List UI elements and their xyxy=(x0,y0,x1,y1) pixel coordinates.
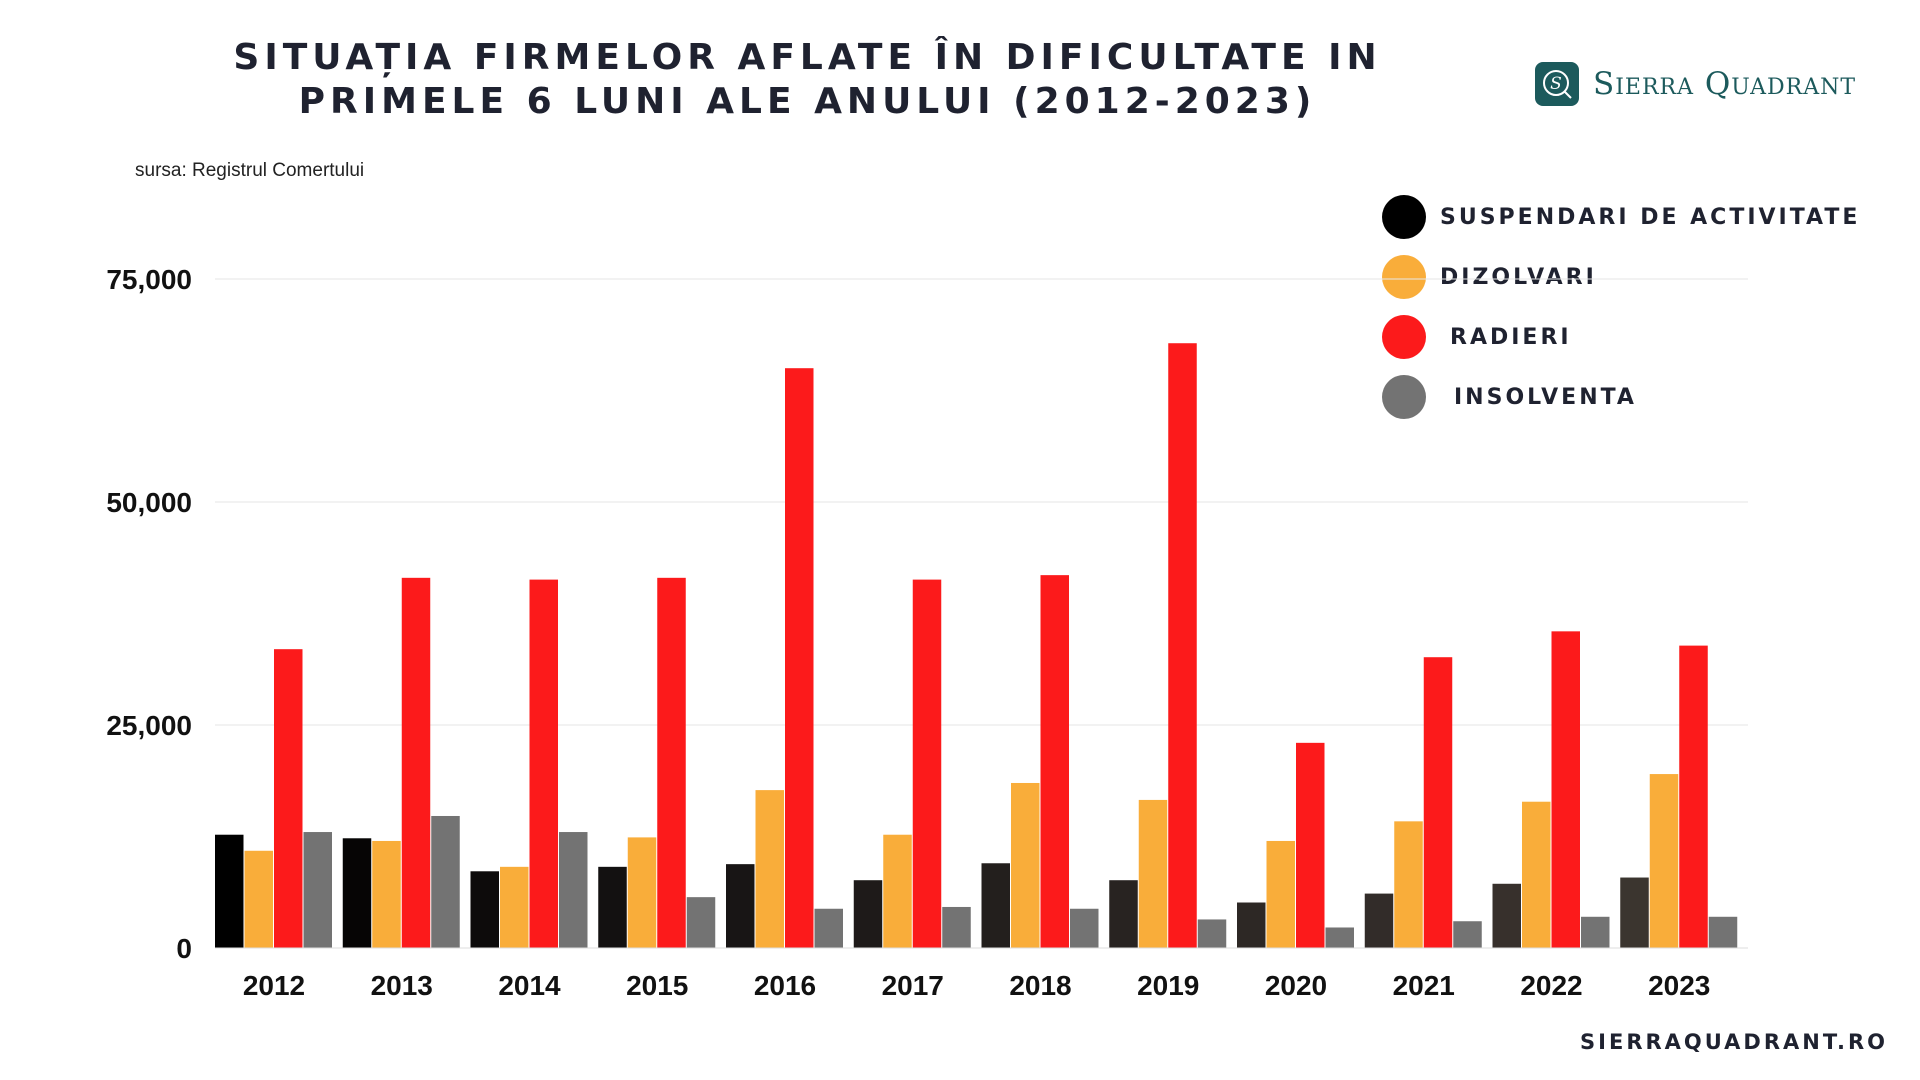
y-tick-label: 75,000 xyxy=(106,264,192,295)
x-tick-label: 2022 xyxy=(1520,970,1582,1001)
bar-insolventa-2016 xyxy=(814,908,843,948)
bar-suspendari-de-activitate-2017 xyxy=(853,880,883,948)
y-tick-label: 25,000 xyxy=(106,710,192,741)
x-tick-label: 2012 xyxy=(243,970,305,1001)
title-line-2: PRIMELE 6 LUNI ALE ANULUI (2012-2023) xyxy=(298,81,1317,122)
bar-insolventa-2022 xyxy=(1581,916,1610,948)
x-tick-label: 2014 xyxy=(498,970,561,1001)
y-tick-label: 50,000 xyxy=(106,487,192,518)
bar-radieri-2016 xyxy=(785,368,814,948)
bar-suspendari-de-activitate-2015 xyxy=(598,866,627,948)
bar-dizolvari-2020 xyxy=(1266,840,1295,948)
legend-label: RADIERI xyxy=(1450,324,1572,350)
bar-insolventa-2020 xyxy=(1325,927,1354,948)
legend-item: RADIERI xyxy=(1382,315,1572,359)
bar-insolventa-2013 xyxy=(431,815,460,948)
bar-insolventa-2014 xyxy=(559,832,588,948)
x-tick-label: 2018 xyxy=(1009,970,1071,1001)
bar-dizolvari-2015 xyxy=(627,837,657,948)
bar-radieri-2013 xyxy=(401,577,431,948)
bar-radieri-2020 xyxy=(1296,742,1325,948)
logo: S Sierra Quadrant xyxy=(1535,62,1856,106)
x-tick-label: 2023 xyxy=(1648,970,1710,1001)
bar-insolventa-2012 xyxy=(303,832,332,948)
bar-radieri-2014 xyxy=(529,579,558,948)
bar-dizolvari-2019 xyxy=(1138,799,1168,948)
bar-insolventa-2015 xyxy=(686,897,716,948)
x-tick-label: 2021 xyxy=(1393,970,1455,1001)
website-footer: SIERRAQUADRANT.RO xyxy=(1580,1030,1888,1054)
legend-label: INSOLVENTA xyxy=(1454,384,1637,410)
bar-radieri-2015 xyxy=(657,577,686,948)
bar-dizolvari-2022 xyxy=(1522,801,1551,948)
bar-suspendari-de-activitate-2021 xyxy=(1364,893,1394,948)
x-tick-label: 2019 xyxy=(1137,970,1199,1001)
x-tick-label: 2017 xyxy=(882,970,944,1001)
x-tick-label: 2016 xyxy=(754,970,816,1001)
bar-radieri-2017 xyxy=(912,579,942,948)
legend-swatch xyxy=(1382,315,1426,359)
legend-label: SUSPENDARI DE ACTIVITATE xyxy=(1440,204,1861,230)
bar-dizolvari-2021 xyxy=(1394,821,1423,948)
svg-text:S: S xyxy=(1550,74,1562,94)
chart-title: SITUAȚIA FIRMELOR AFLATE ÎN DIFICULTATE … xyxy=(0,36,1615,124)
bar-dizolvari-2013 xyxy=(372,840,401,948)
bar-suspendari-de-activitate-2014 xyxy=(470,871,499,948)
legend-swatch xyxy=(1382,375,1426,419)
legend-swatch xyxy=(1382,255,1426,299)
bar-dizolvari-2014 xyxy=(500,866,529,948)
bar-suspendari-de-activitate-2016 xyxy=(726,864,755,948)
bar-radieri-2023 xyxy=(1679,645,1708,948)
bar-suspendari-de-activitate-2020 xyxy=(1237,902,1266,948)
legend-item: INSOLVENTA xyxy=(1382,375,1637,419)
legend-label: DIZOLVARI xyxy=(1440,264,1597,290)
y-tick-label: 0 xyxy=(176,933,192,964)
bar-suspendari-de-activitate-2019 xyxy=(1109,880,1138,948)
bar-dizolvari-2023 xyxy=(1649,774,1679,948)
legend-item: DIZOLVARI xyxy=(1382,255,1597,299)
logo-q-icon: S xyxy=(1535,62,1579,106)
x-tick-label: 2013 xyxy=(371,970,433,1001)
bar-dizolvari-2017 xyxy=(883,834,912,948)
bar-radieri-2021 xyxy=(1423,657,1453,948)
bar-insolventa-2023 xyxy=(1708,916,1738,948)
source-note: sursa: Registrul Comertului xyxy=(135,160,365,181)
logo-text: Sierra Quadrant xyxy=(1593,66,1857,102)
legend-item: SUSPENDARI DE ACTIVITATE xyxy=(1382,195,1860,239)
bar-suspendari-de-activitate-2023 xyxy=(1620,877,1649,948)
bar-suspendari-de-activitate-2022 xyxy=(1492,883,1521,948)
bar-suspendari-de-activitate-2013 xyxy=(342,838,372,948)
bar-dizolvari-2016 xyxy=(755,790,784,948)
bar-radieri-2019 xyxy=(1168,343,1197,948)
bar-insolventa-2021 xyxy=(1453,921,1482,948)
bar-insolventa-2017 xyxy=(942,906,971,948)
bar-suspendari-de-activitate-2012 xyxy=(215,834,244,948)
bar-insolventa-2019 xyxy=(1197,919,1227,948)
bar-radieri-2022 xyxy=(1551,631,1580,948)
title-line-1: SITUAȚIA FIRMELOR AFLATE ÎN DIFICULTATE … xyxy=(233,37,1382,78)
x-tick-label: 2015 xyxy=(626,970,688,1001)
bar-dizolvari-2012 xyxy=(244,850,273,948)
bar-radieri-2018 xyxy=(1040,575,1069,948)
bar-dizolvari-2018 xyxy=(1011,782,1040,948)
legend-swatch xyxy=(1382,195,1426,239)
x-tick-label: 2020 xyxy=(1265,970,1327,1001)
bar-radieri-2012 xyxy=(274,649,303,948)
bar-suspendari-de-activitate-2018 xyxy=(981,863,1010,948)
bar-insolventa-2018 xyxy=(1070,908,1099,948)
